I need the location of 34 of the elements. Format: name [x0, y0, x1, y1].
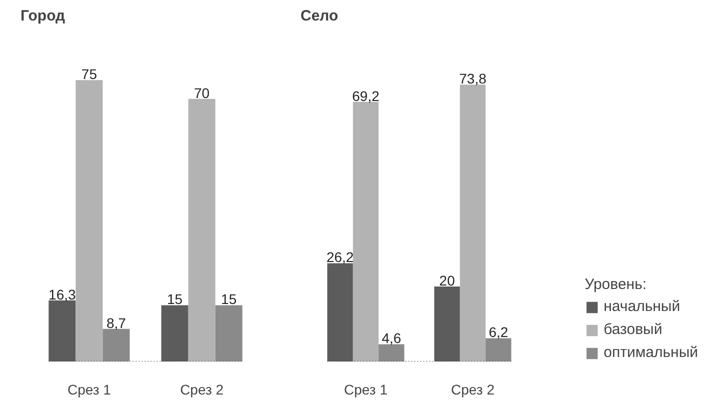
legend-label: начальный	[604, 298, 680, 315]
data-label: 6,2	[488, 324, 508, 340]
data-label: 8,7	[106, 314, 126, 331]
bar	[486, 338, 512, 362]
bar	[102, 328, 130, 362]
data-label: 73,8	[459, 70, 487, 87]
data-label: 15	[221, 291, 237, 308]
data-label: 4,6	[382, 330, 402, 346]
legend-label: оптимальный	[604, 344, 698, 361]
chart-title: Село	[300, 8, 338, 24]
data-label: 15	[166, 291, 183, 308]
bar	[161, 305, 188, 362]
chart-title: Город	[20, 8, 66, 24]
legend-label: базовый	[604, 321, 662, 338]
data-label: 16,3	[48, 286, 76, 302]
data-label: 26,2	[326, 249, 354, 266]
x-tick-label: Срез 2	[451, 382, 495, 398]
x-tick-label: Срез 1	[344, 382, 388, 398]
x-tick-label: Срез 1	[67, 382, 112, 398]
bar	[378, 344, 404, 362]
bar	[188, 98, 216, 362]
bar	[76, 80, 103, 362]
data-label: 20	[439, 272, 456, 288]
data-label: 70	[194, 84, 210, 101]
x-tick-label: Срез 2	[180, 382, 224, 398]
bar	[460, 84, 486, 362]
bar	[327, 263, 353, 362]
data-label: 69,2	[352, 88, 380, 104]
bar	[352, 102, 379, 362]
legend-title: Уровень:	[584, 276, 648, 293]
bar	[434, 286, 460, 362]
bar	[215, 305, 242, 362]
data-label: 75	[81, 66, 98, 82]
bar	[48, 300, 76, 362]
